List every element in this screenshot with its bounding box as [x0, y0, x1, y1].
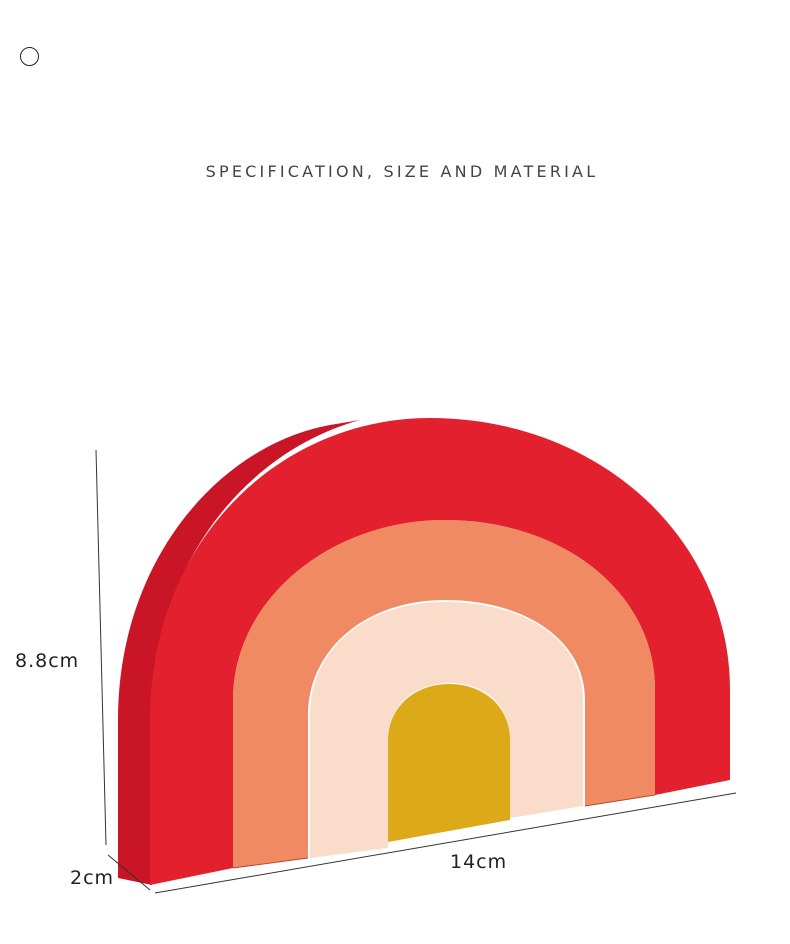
red-arch-side: [118, 420, 360, 885]
width-label: 14cm: [450, 851, 508, 873]
depth-label: 2cm: [70, 867, 115, 889]
yellow-arch: [388, 684, 510, 842]
height-label: 8.8cm: [15, 650, 80, 672]
depth-dimension-line: [107, 854, 151, 891]
height-dimension-line: [95, 449, 107, 846]
page-title: SPECIFICATION, SIZE AND MATERIAL: [205, 162, 599, 181]
red-arch: [150, 418, 730, 885]
radio-circle-icon: [20, 47, 39, 66]
orange-arch: [233, 520, 655, 868]
width-dimension-line: [154, 792, 737, 894]
cream-arch: [310, 602, 583, 858]
